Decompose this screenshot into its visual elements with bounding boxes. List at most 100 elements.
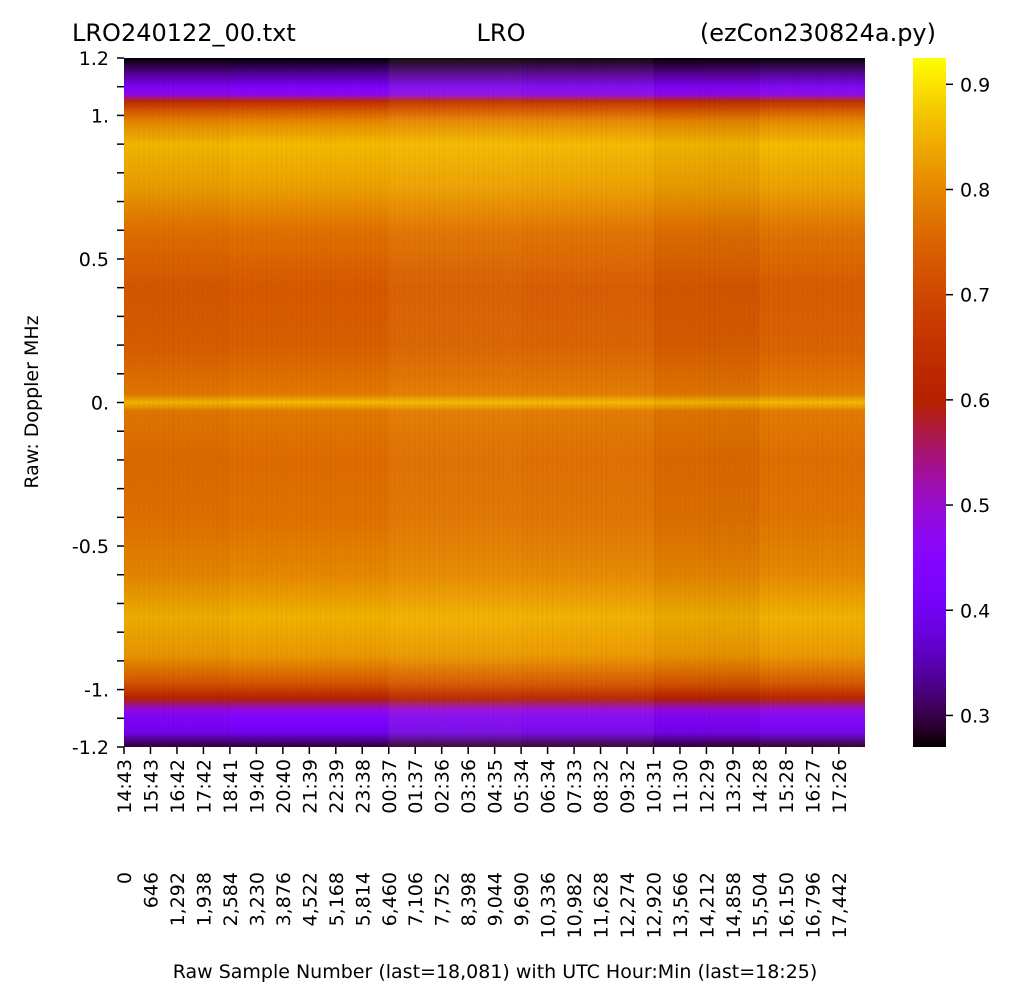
heatmap-sample-column xyxy=(251,58,253,747)
heatmap-sample-column xyxy=(276,58,278,747)
heatmap-sample-column xyxy=(428,58,430,747)
heatmap-sample-column xyxy=(438,58,440,747)
heatmap-sample-column xyxy=(621,58,622,747)
x-tick-sample-label: 1,938 xyxy=(193,872,215,926)
y-tick-label: -1.2 xyxy=(72,737,109,759)
heatmap-sample-column xyxy=(310,58,312,747)
heatmap-sample-column xyxy=(183,58,184,747)
x-tick-sample-label: 12,274 xyxy=(617,872,639,938)
heatmap-sample-column xyxy=(173,58,174,747)
heatmap-sample-column xyxy=(517,58,518,747)
heatmap-sample-column xyxy=(345,58,346,747)
x-tick-sample-label: 6,460 xyxy=(379,872,401,926)
heatmap-sample-column xyxy=(168,58,169,747)
heatmap-sample-column xyxy=(232,58,233,747)
heatmap-sample-column xyxy=(542,58,543,747)
heatmap-sample-column xyxy=(335,58,337,747)
heatmap-sample-column xyxy=(576,58,578,747)
y-tick-label: 1. xyxy=(91,105,109,127)
x-tick-sample-label: 12,920 xyxy=(643,872,665,938)
heatmap-sample-column xyxy=(384,58,386,747)
heatmap-sample-column xyxy=(513,58,514,747)
heatmap-sample-column xyxy=(463,58,464,747)
y-axis-label: Raw: Doppler MHz xyxy=(21,315,43,488)
heatmap-sample-column xyxy=(812,58,814,747)
heatmap-sample-column xyxy=(414,58,415,747)
heatmap-sample-column xyxy=(743,58,745,747)
heatmap-sample-column xyxy=(842,58,843,747)
heatmap-sample-column xyxy=(503,58,504,747)
x-tick-sample-label: 4,522 xyxy=(299,872,321,926)
chart-title-center: LRO xyxy=(477,19,526,47)
x-tick-time-label: 14:43 xyxy=(114,759,136,814)
heatmap-sample-column xyxy=(153,58,155,747)
heatmap-sample-column xyxy=(719,58,720,747)
heatmap-sample-column xyxy=(601,58,602,747)
x-tick-time-label: 12:29 xyxy=(696,759,718,814)
colorbar-bar xyxy=(913,58,946,747)
x-tick-sample-label: 0 xyxy=(114,872,136,884)
heatmap-sample-column xyxy=(129,58,130,747)
x-tick-time-label: 14:28 xyxy=(749,759,771,814)
heatmap-sample-column xyxy=(783,58,784,747)
colorbar-tick-label: 0.7 xyxy=(960,285,990,307)
colorbar-tick-label: 0.5 xyxy=(960,495,990,517)
x-tick-time-label: 02:36 xyxy=(432,759,454,814)
heatmap-sample-column xyxy=(522,58,524,747)
heatmap-sample-column xyxy=(247,58,248,747)
heatmap-sample-column xyxy=(635,58,637,747)
y-tick-label: 0. xyxy=(91,393,109,415)
x-tick-sample-label: 1,292 xyxy=(167,872,189,926)
heatmap-sample-column xyxy=(404,58,405,747)
x-tick-sample-label: 13,566 xyxy=(670,872,692,938)
heatmap-sample-column xyxy=(527,58,528,747)
heatmap-sample-column xyxy=(178,58,179,747)
heatmap-sample-column xyxy=(660,58,661,747)
x-tick-time-label: 19:40 xyxy=(246,759,268,814)
heatmap-sample-column xyxy=(532,58,533,747)
heatmap-sample-column xyxy=(227,58,228,747)
heatmap-sample-column xyxy=(256,58,258,747)
heatmap-sample-column xyxy=(305,58,307,747)
heatmap-sample-column xyxy=(399,58,400,747)
heatmap-sample-column xyxy=(581,58,583,747)
heatmap-sample-column xyxy=(330,58,332,747)
heatmap-sample-column xyxy=(626,58,627,747)
heatmap-sample-column xyxy=(483,58,484,747)
x-tick-time-label: 20:40 xyxy=(273,759,295,814)
heatmap-sample-column xyxy=(134,58,135,747)
y-tick-label: 0.5 xyxy=(79,249,109,271)
heatmap-sample-column xyxy=(478,58,479,747)
heatmap-sample-column xyxy=(586,58,587,747)
y-tick-label: -1. xyxy=(84,680,109,702)
heatmap-time-variation-band xyxy=(653,58,707,747)
x-tick-sample-label: 9,690 xyxy=(511,872,533,926)
heatmap-sample-column xyxy=(301,58,302,747)
heatmap-spectrum xyxy=(124,58,865,747)
x-tick-time-label: 05:34 xyxy=(511,759,533,814)
heatmap-sample-column xyxy=(364,58,366,747)
x-tick-time-label: 15:28 xyxy=(776,759,798,814)
heatmap-sample-column xyxy=(124,58,125,747)
chart-title-left: LRO240122_00.txt xyxy=(72,19,296,47)
heatmap-sample-column xyxy=(202,58,204,747)
heatmap-sample-column xyxy=(763,58,765,747)
heatmap-sample-column xyxy=(675,58,676,747)
x-tick-time-label: 15:43 xyxy=(140,759,162,814)
heatmap-sample-column xyxy=(508,58,509,747)
heatmap-sample-column xyxy=(546,58,548,747)
heatmap-sample-column xyxy=(605,58,607,747)
heatmap-sample-column xyxy=(802,58,804,747)
heatmap-sample-column xyxy=(724,58,725,747)
heatmap-sample-column xyxy=(557,58,558,747)
heatmap-sample-column xyxy=(163,58,165,747)
heatmap-sample-column xyxy=(562,58,563,747)
heatmap-sample-column xyxy=(714,58,715,747)
heatmap-sample-column xyxy=(680,58,681,747)
x-axis: 14:43 0 15:43 646 16:42 1,292 17:42 1,938 18:41 2… xyxy=(114,747,851,938)
x-tick-sample-label: 7,752 xyxy=(432,872,454,926)
colorbar: 0.3 0.4 0.5 0.6 0.7 0.8 0.9 xyxy=(913,58,990,747)
heatmap-sample-column xyxy=(856,58,858,747)
heatmap-sample-column xyxy=(188,58,189,747)
x-tick-time-label: 22:39 xyxy=(326,759,348,814)
